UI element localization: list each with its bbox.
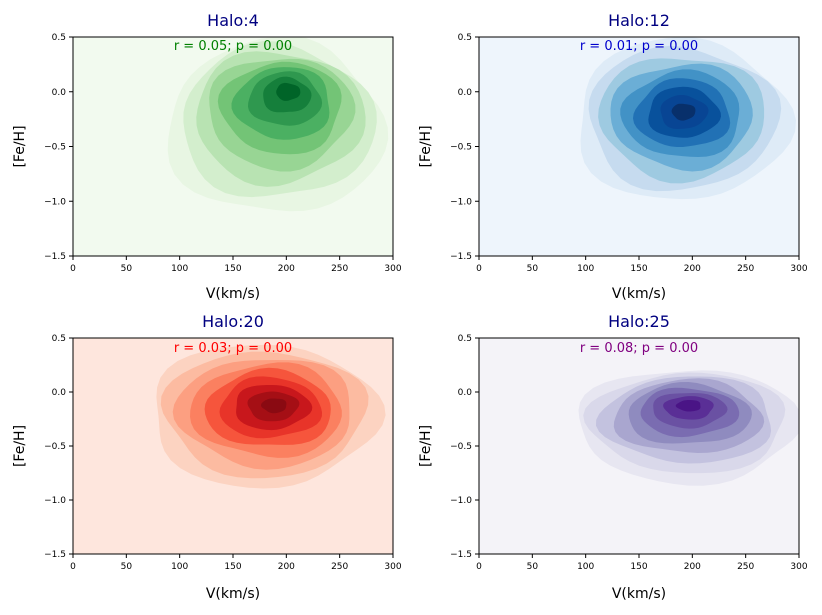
y-tick-label: −1.5 [44, 550, 66, 560]
y-axis-label: [Fe/H] [12, 425, 28, 467]
x-axis-ticks: 0 50 100 150 200 250 300 [476, 256, 808, 274]
x-tick-label: 200 [684, 264, 701, 274]
x-tick-label: 50 [121, 562, 133, 572]
correlation-annotation: r = 0.08; p = 0.00 [580, 341, 698, 356]
x-tick-label: 200 [684, 562, 701, 572]
x-tick-label: 300 [384, 264, 401, 274]
x-tick-label: 100 [171, 562, 188, 572]
y-tick-label: −1.0 [44, 496, 66, 506]
x-tick-label: 200 [278, 562, 295, 572]
panel-halo-12: Halo:12 r = 0.01; p = 0.00 0 50 100 150 200 2… [418, 11, 808, 302]
y-axis-ticks: 0.5 0.0 −0.5 −1.0 −1.5 [44, 334, 73, 560]
x-tick-label: 150 [630, 562, 647, 572]
panel-halo-25: Halo:25 r = 0.08; p = 0.00 0 50 100 150 200 2… [418, 312, 808, 602]
x-tick-label: 250 [737, 562, 754, 572]
x-tick-label: 50 [121, 264, 133, 274]
x-axis-label: V(km/s) [612, 586, 666, 602]
panel-halo-4: Halo:4 r = 0.05; p = 0.00 0 50 100 150 200 25… [12, 11, 402, 302]
y-axis-label: [Fe/H] [418, 425, 434, 467]
x-axis-label: V(km/s) [206, 286, 260, 302]
y-tick-label: −1.0 [450, 197, 472, 207]
density-contours [578, 370, 799, 486]
x-tick-label: 200 [278, 264, 295, 274]
density-contours [580, 37, 796, 200]
panel-halo-20: Halo:20 r = 0.03; p = 0.00 0 50 100 150 200 2… [12, 312, 402, 602]
y-tick-label: −1.0 [450, 496, 472, 506]
x-axis-ticks: 0 50 100 150 200 250 300 [476, 554, 808, 572]
x-tick-label: 250 [331, 562, 348, 572]
x-tick-label: 0 [476, 264, 482, 274]
x-tick-label: 100 [171, 264, 188, 274]
x-axis-label: V(km/s) [612, 286, 666, 302]
contour-level [276, 82, 301, 101]
y-tick-label: 0.5 [458, 33, 472, 43]
y-tick-label: −1.5 [450, 252, 472, 262]
x-tick-label: 100 [577, 562, 594, 572]
panel-title: Halo:20 [202, 312, 264, 331]
x-tick-label: 150 [224, 562, 241, 572]
y-tick-label: −0.5 [44, 143, 66, 153]
x-axis-ticks: 0 50 100 150 200 250 300 [70, 554, 402, 572]
panel-title: Halo:4 [207, 11, 259, 30]
y-tick-label: 0.0 [458, 388, 473, 398]
y-tick-label: −1.0 [44, 197, 66, 207]
y-axis-ticks: 0.5 0.0 −0.5 −1.0 −1.5 [450, 33, 479, 262]
y-tick-label: 0.5 [458, 334, 472, 344]
x-tick-label: 250 [737, 264, 754, 274]
x-tick-label: 150 [224, 264, 241, 274]
y-tick-label: 0.0 [52, 88, 67, 98]
y-axis-label: [Fe/H] [418, 125, 434, 167]
x-tick-label: 0 [70, 264, 76, 274]
x-axis-ticks: 0 50 100 150 200 250 300 [70, 256, 402, 274]
x-tick-label: 100 [577, 264, 594, 274]
contour-level [675, 400, 701, 412]
x-tick-label: 50 [527, 264, 539, 274]
contour-level [261, 398, 287, 414]
y-tick-label: 0.0 [52, 388, 67, 398]
x-tick-label: 0 [476, 562, 482, 572]
x-axis-label: V(km/s) [206, 586, 260, 602]
x-tick-label: 300 [790, 562, 807, 572]
x-tick-label: 250 [331, 264, 348, 274]
x-tick-label: 150 [630, 264, 647, 274]
y-axis-ticks: 0.5 0.0 −0.5 −1.0 −1.5 [450, 334, 479, 560]
contour-level [671, 103, 696, 121]
y-tick-label: −0.5 [450, 143, 472, 153]
y-tick-label: −0.5 [450, 442, 472, 452]
y-tick-label: −1.5 [44, 252, 66, 262]
x-tick-label: 300 [384, 562, 401, 572]
y-tick-label: 0.5 [52, 334, 66, 344]
density-contours [156, 344, 386, 489]
y-tick-label: 0.5 [52, 33, 66, 43]
correlation-annotation: r = 0.05; p = 0.00 [174, 39, 292, 54]
y-tick-label: −0.5 [44, 442, 66, 452]
x-tick-label: 50 [527, 562, 539, 572]
panel-title: Halo:12 [608, 11, 670, 30]
y-tick-label: −1.5 [450, 550, 472, 560]
correlation-annotation: r = 0.03; p = 0.00 [174, 341, 292, 356]
x-tick-label: 0 [70, 562, 76, 572]
y-axis-ticks: 0.5 0.0 −0.5 −1.0 −1.5 [44, 33, 73, 262]
x-tick-label: 300 [790, 264, 807, 274]
panel-title: Halo:25 [608, 312, 670, 331]
correlation-annotation: r = 0.01; p = 0.00 [580, 39, 698, 54]
density-contours [167, 37, 389, 212]
y-axis-label: [Fe/H] [12, 125, 28, 167]
y-tick-label: 0.0 [458, 88, 473, 98]
